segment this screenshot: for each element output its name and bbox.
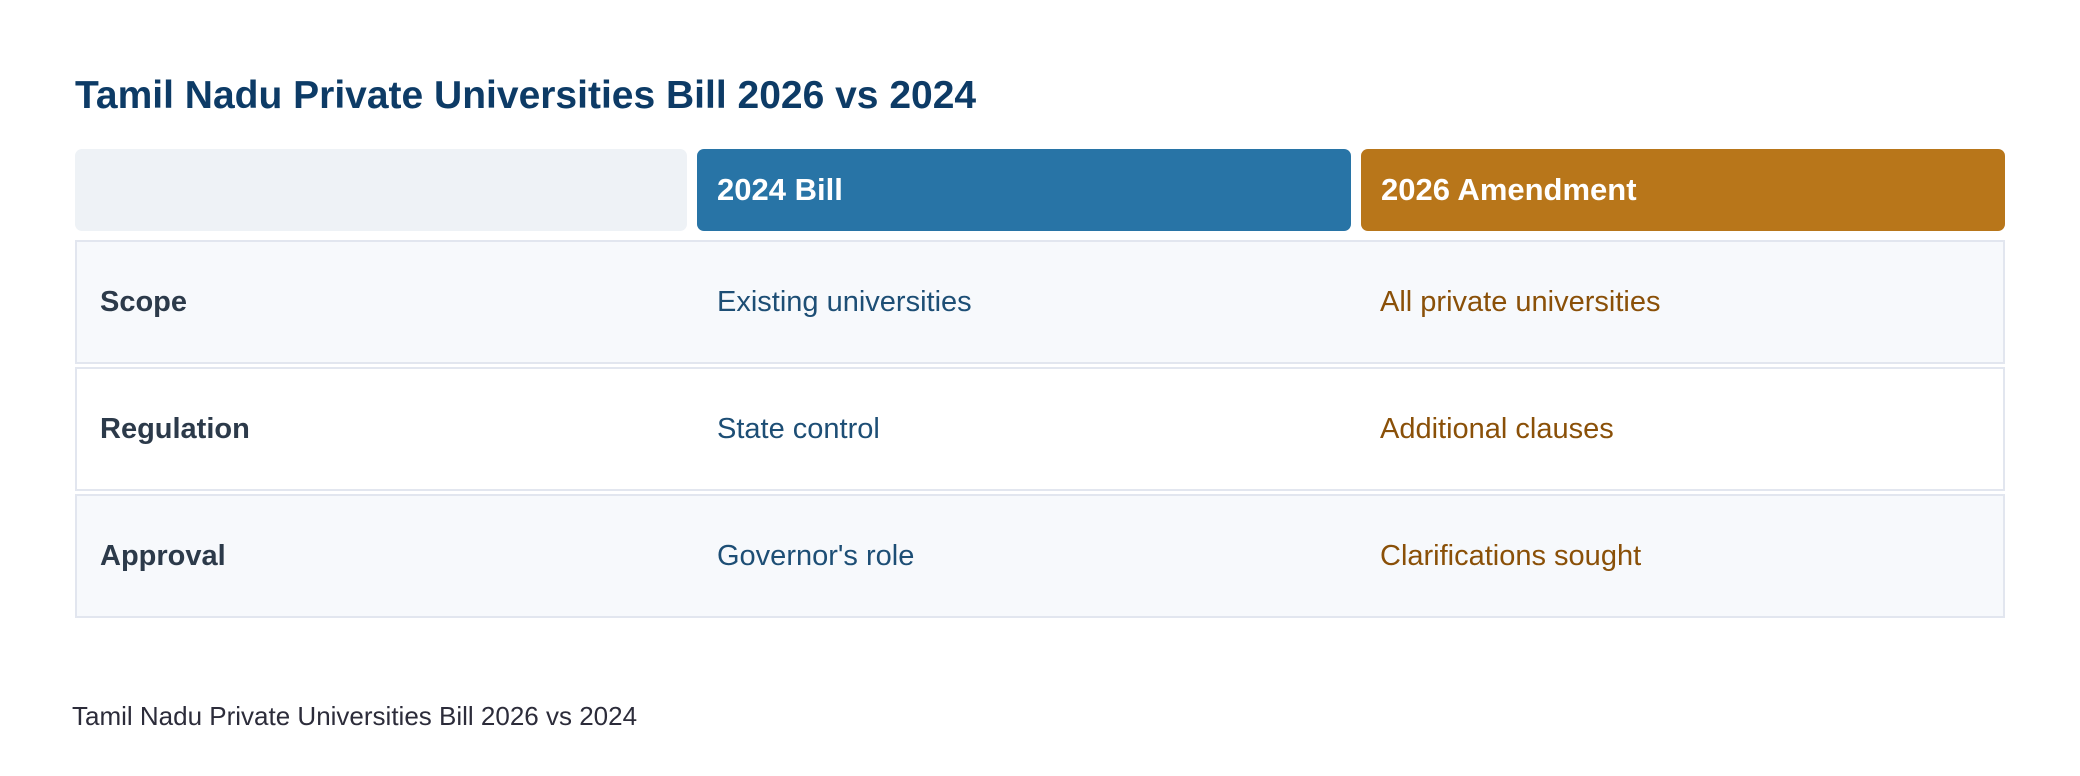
table-row: Regulation State control Additional clau… <box>75 367 2005 491</box>
cell-2024: State control <box>717 413 880 445</box>
header-blank-cell <box>75 149 687 231</box>
row-label: Approval <box>100 540 226 572</box>
column-header-2026-amendment: 2026 Amendment <box>1361 149 2005 231</box>
cell-2024: Governor's role <box>717 540 915 572</box>
cell-2024: Existing universities <box>717 286 972 318</box>
cell-2026: Clarifications sought <box>1380 540 1642 572</box>
page-title: Tamil Nadu Private Universities Bill 202… <box>75 74 977 117</box>
cell-2026: All private universities <box>1380 286 1661 318</box>
footer-caption: Tamil Nadu Private Universities Bill 202… <box>72 701 638 731</box>
table-row: Scope Existing universities All private … <box>75 240 2005 364</box>
row-label: Regulation <box>100 413 250 445</box>
table-row: Approval Governor's role Clarifications … <box>75 494 2005 618</box>
column-header-2024-bill: 2024 Bill <box>697 149 1351 231</box>
row-label: Scope <box>100 286 188 318</box>
cell-2026: Additional clauses <box>1380 413 1614 445</box>
